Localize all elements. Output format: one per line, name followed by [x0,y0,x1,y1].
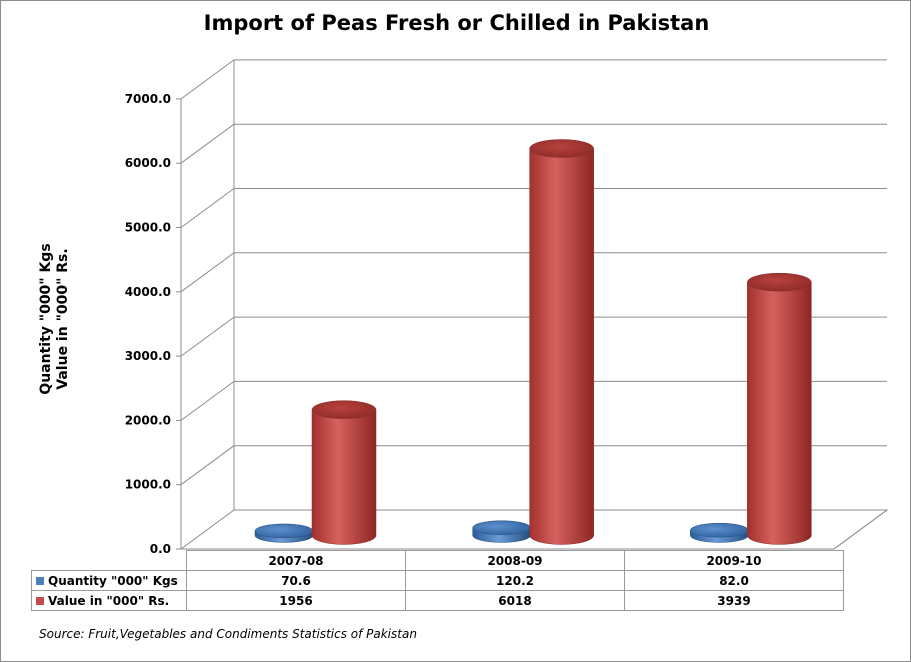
bar-value-2009-10-body [747,281,812,545]
y-tick-layer: 0.01000.02000.03000.04000.05000.06000.07… [125,92,171,556]
data-cell-value-2009-10: 3939 [624,590,844,611]
data-cell-quantity-2007-08: 70.6 [186,570,406,591]
data-cell-value-2007-08: 1956 [186,590,406,611]
y-tick-label-5000: 5000.0 [125,221,171,235]
bar-quantity-2008-09 [472,520,531,543]
legend-label-quantity: Quantity "000" Kgs [48,573,178,588]
bar-value-2009-10 [747,272,812,545]
data-cell-quantity-2008-09: 120.2 [405,570,625,591]
category-label-2007-08: 2007-08 [186,550,406,571]
legend-entry-quantity: Quantity "000" Kgs [31,570,187,591]
gridline-diag-1000 [180,445,235,486]
legend-label-value: Value in "000" Rs. [48,593,170,608]
bar-value-2008-09-body [529,148,594,545]
y-tick-label-6000: 6000.0 [125,156,171,170]
y-tick-label-3000: 3000.0 [125,349,171,363]
legend-key-quantity [36,576,44,585]
source-note: Source: Fruit,Vegetables and Condiments … [39,627,417,641]
y-tick-label-1000: 1000.0 [125,478,171,492]
gridline-diag-6000 [180,123,235,164]
legend-entry-value: Value in "000" Rs. [31,590,187,611]
gridline-diag-3000 [180,316,235,357]
floor-right-edge [833,509,888,550]
chart-title: Import of Peas Fresh or Chilled in Pakis… [203,11,710,35]
gridline-diag-4000 [180,252,235,293]
bar-value-2007-08-top [311,400,377,419]
bar-layer [254,139,812,545]
data-table-corner [31,550,187,571]
gridline-diag-7000 [180,59,235,100]
data-table-header-row: 2007-08 2008-09 2009-10 [31,550,844,571]
data-table-row-quantity: Quantity "000" Kgs 70.6 120.2 82.0 [31,570,844,591]
bar-value-2008-09 [529,139,594,545]
bar-value-2008-09-top [529,139,594,158]
bar-quantity-2007-08-top [254,523,314,539]
bar-value-2007-08-body [311,409,377,545]
category-label-2009-10: 2009-10 [624,550,844,571]
gridline-diag-5000 [180,188,235,228]
data-cell-quantity-2009-10: 82.0 [624,570,844,591]
data-table: 2007-08 2008-09 2009-10 Quantity "000" K… [31,550,844,611]
data-table-row-value: Value in "000" Rs. 1956 6018 3939 [31,590,844,611]
gridline-diag-2000 [180,380,235,421]
bar-quantity-2007-08 [254,523,314,543]
bar-quantity-2009-10 [690,522,749,543]
y-tick-label-2000: 2000.0 [125,413,171,427]
data-cell-value-2008-09: 6018 [405,590,625,611]
bar-value-2007-08 [311,400,377,545]
y-tick-label-7000: 7000.0 [125,92,171,106]
legend-key-value [36,596,44,605]
bar-quantity-2009-10-top [690,522,749,538]
bar-value-2009-10-top [747,272,812,292]
y-tick-label-4000: 4000.0 [125,285,171,299]
bar-quantity-2008-09-top [472,520,531,535]
category-label-2008-09: 2008-09 [405,550,625,571]
